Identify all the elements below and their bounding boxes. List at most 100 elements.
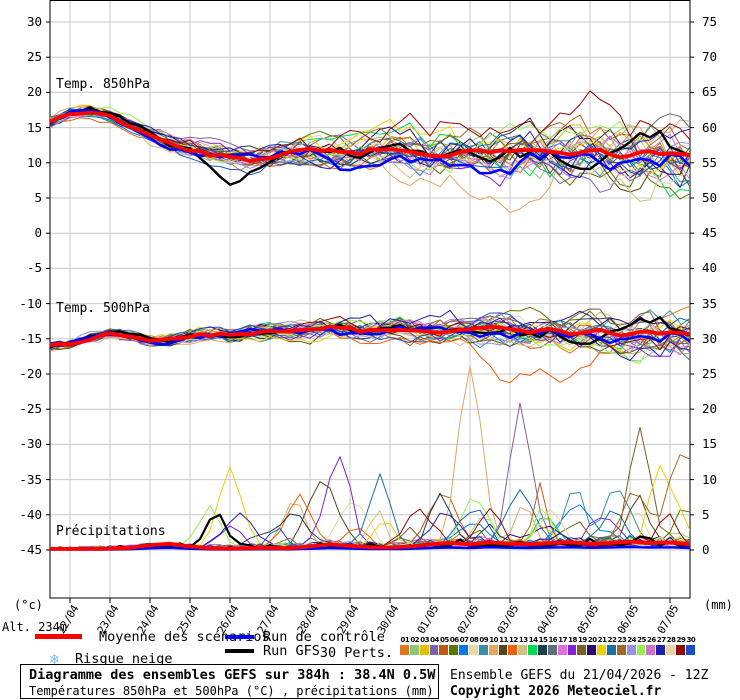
y-axis-label-right: 45 bbox=[702, 225, 718, 241]
run-info: Ensemble GEFS du 21/04/2026 - 12Z bbox=[450, 668, 709, 683]
pert-color-swatch bbox=[478, 645, 489, 655]
copyright: Copyright 2026 Meteociel.fr bbox=[450, 684, 662, 699]
pert-color-swatch bbox=[508, 645, 519, 655]
y-axis-label-left: 30 bbox=[26, 14, 42, 29]
pert-number: 09 bbox=[479, 636, 489, 644]
y-axis-label-right: 20 bbox=[702, 401, 718, 417]
pert-number: 27 bbox=[656, 636, 666, 644]
pert-color-swatch bbox=[459, 645, 470, 655]
pert-color-swatch bbox=[626, 645, 637, 655]
pert-number: 05 bbox=[439, 636, 449, 644]
pert-color-swatch bbox=[518, 645, 529, 655]
pert-color-swatch bbox=[685, 645, 696, 655]
y-axis-label-right: 50 bbox=[702, 190, 718, 205]
pert-number: 24 bbox=[627, 636, 637, 644]
y-axis-label-right: 15 bbox=[702, 436, 718, 452]
pert-color-swatch bbox=[429, 645, 440, 655]
pert-color-swatch bbox=[439, 645, 450, 655]
legend-snow-label: Risque neige bbox=[75, 651, 173, 667]
y-axis-label-left: -15 bbox=[19, 330, 42, 346]
y-axis-label-left: 10 bbox=[26, 154, 42, 170]
legend-perts-label: 30 Perts. bbox=[319, 645, 393, 661]
left-axis-unit: (°c) bbox=[14, 598, 43, 612]
panel-label-temp500: Temp. 500hPa bbox=[56, 301, 150, 316]
pert-color-swatch bbox=[538, 645, 548, 655]
station-altitude: Alt. 234m bbox=[2, 620, 68, 634]
y-axis-label-left: -45 bbox=[19, 542, 42, 557]
y-axis-label-left: -30 bbox=[19, 436, 42, 452]
y-axis-label-right: 10 bbox=[702, 471, 718, 487]
y-axis-label-left: -40 bbox=[19, 506, 42, 522]
pert-number: 16 bbox=[548, 636, 558, 644]
y-axis-label-left: -10 bbox=[19, 295, 42, 311]
y-axis-label-left: -20 bbox=[19, 366, 42, 381]
pert-color-swatch bbox=[498, 645, 509, 655]
legend-mean-label: Moyenne des scénarios bbox=[99, 629, 270, 645]
pert-number: 08 bbox=[469, 636, 479, 644]
perturbation-color-key: 01 02 03 04 05 06 07 08 09 10 11 12 13 14 15 16 17 18 19 20… bbox=[400, 635, 696, 655]
pert-number: 22 bbox=[607, 636, 617, 644]
pert-number: 03 bbox=[420, 636, 430, 644]
pert-number: 29 bbox=[676, 636, 686, 644]
pert-color-swatch bbox=[469, 645, 479, 655]
y-axis-label-left: -35 bbox=[19, 471, 42, 487]
pert-number: 13 bbox=[518, 636, 528, 644]
pert-number: 20 bbox=[587, 636, 597, 644]
y-axis-label-right: 5 bbox=[702, 506, 710, 522]
pert-color-swatch bbox=[636, 645, 647, 655]
pert-color-swatch bbox=[419, 645, 430, 655]
chart-title-box: Diagramme des ensembles GEFS sur 384h : … bbox=[20, 664, 439, 699]
pert-color-swatch bbox=[488, 645, 499, 655]
pert-number: 30 bbox=[686, 636, 696, 644]
pert-color-swatch bbox=[567, 645, 578, 655]
pert-number: 06 bbox=[449, 636, 459, 644]
panel-label-precip: Précipitations bbox=[56, 524, 166, 539]
snowflake-icon: ❄ bbox=[50, 650, 60, 668]
y-axis-label-left: -5 bbox=[26, 260, 42, 276]
perturbation-swatches bbox=[400, 645, 696, 655]
pert-color-swatch bbox=[656, 645, 667, 655]
y-axis-label-left: 15 bbox=[26, 119, 42, 135]
pert-number: 17 bbox=[558, 636, 568, 644]
pert-number: 19 bbox=[578, 636, 587, 644]
y-axis-label-right: 65 bbox=[702, 84, 718, 100]
right-axis-unit: (mm) bbox=[704, 598, 733, 612]
y-axis-label-right: 25 bbox=[702, 366, 718, 381]
pert-color-swatch bbox=[577, 645, 588, 655]
pert-color-swatch bbox=[528, 645, 539, 655]
y-axis-label-left: 25 bbox=[26, 49, 42, 65]
pert-number: 02 bbox=[410, 636, 420, 644]
pert-number: 18 bbox=[568, 636, 577, 644]
y-axis-label-left: 0 bbox=[34, 225, 42, 241]
pert-color-swatch bbox=[616, 645, 627, 655]
pert-color-swatch bbox=[449, 645, 460, 655]
pert-color-swatch bbox=[646, 645, 657, 655]
y-axis-label-right: 70 bbox=[702, 49, 718, 65]
y-axis-label-left: 5 bbox=[34, 190, 42, 205]
y-axis-label-left: 20 bbox=[26, 84, 42, 100]
chart-title: Diagramme des ensembles GEFS sur 384h : … bbox=[29, 667, 436, 683]
pert-number: 07 bbox=[459, 636, 469, 644]
y-axis-label-left: -25 bbox=[19, 401, 42, 417]
pert-number: 10 bbox=[489, 636, 499, 644]
control-line-swatch bbox=[225, 635, 254, 639]
pert-number: 14 bbox=[528, 636, 538, 644]
pert-color-swatch bbox=[666, 645, 677, 655]
pert-number: 25 bbox=[637, 636, 646, 644]
y-axis-label-right: 55 bbox=[702, 154, 718, 170]
pert-color-swatch bbox=[597, 645, 608, 655]
y-axis-label-right: 40 bbox=[702, 260, 718, 276]
y-axis-label-right: 75 bbox=[702, 14, 718, 29]
pert-color-swatch bbox=[557, 645, 568, 655]
ensemble-chart bbox=[46, 0, 694, 603]
pert-color-swatch bbox=[409, 645, 420, 655]
pert-number: 23 bbox=[617, 636, 627, 644]
pert-number: 26 bbox=[647, 636, 656, 644]
pert-number: 28 bbox=[666, 636, 676, 644]
y-axis-label-right: 60 bbox=[702, 119, 718, 135]
perturbation-numbers: 01 02 03 04 05 06 07 08 09 10 11 12 13 14 15 16 17 18 19 20… bbox=[400, 635, 696, 645]
gfs-line-swatch bbox=[225, 649, 254, 653]
pert-number: 15 bbox=[538, 636, 548, 644]
pert-number: 01 bbox=[400, 636, 410, 644]
mean-line-swatch bbox=[35, 634, 82, 639]
